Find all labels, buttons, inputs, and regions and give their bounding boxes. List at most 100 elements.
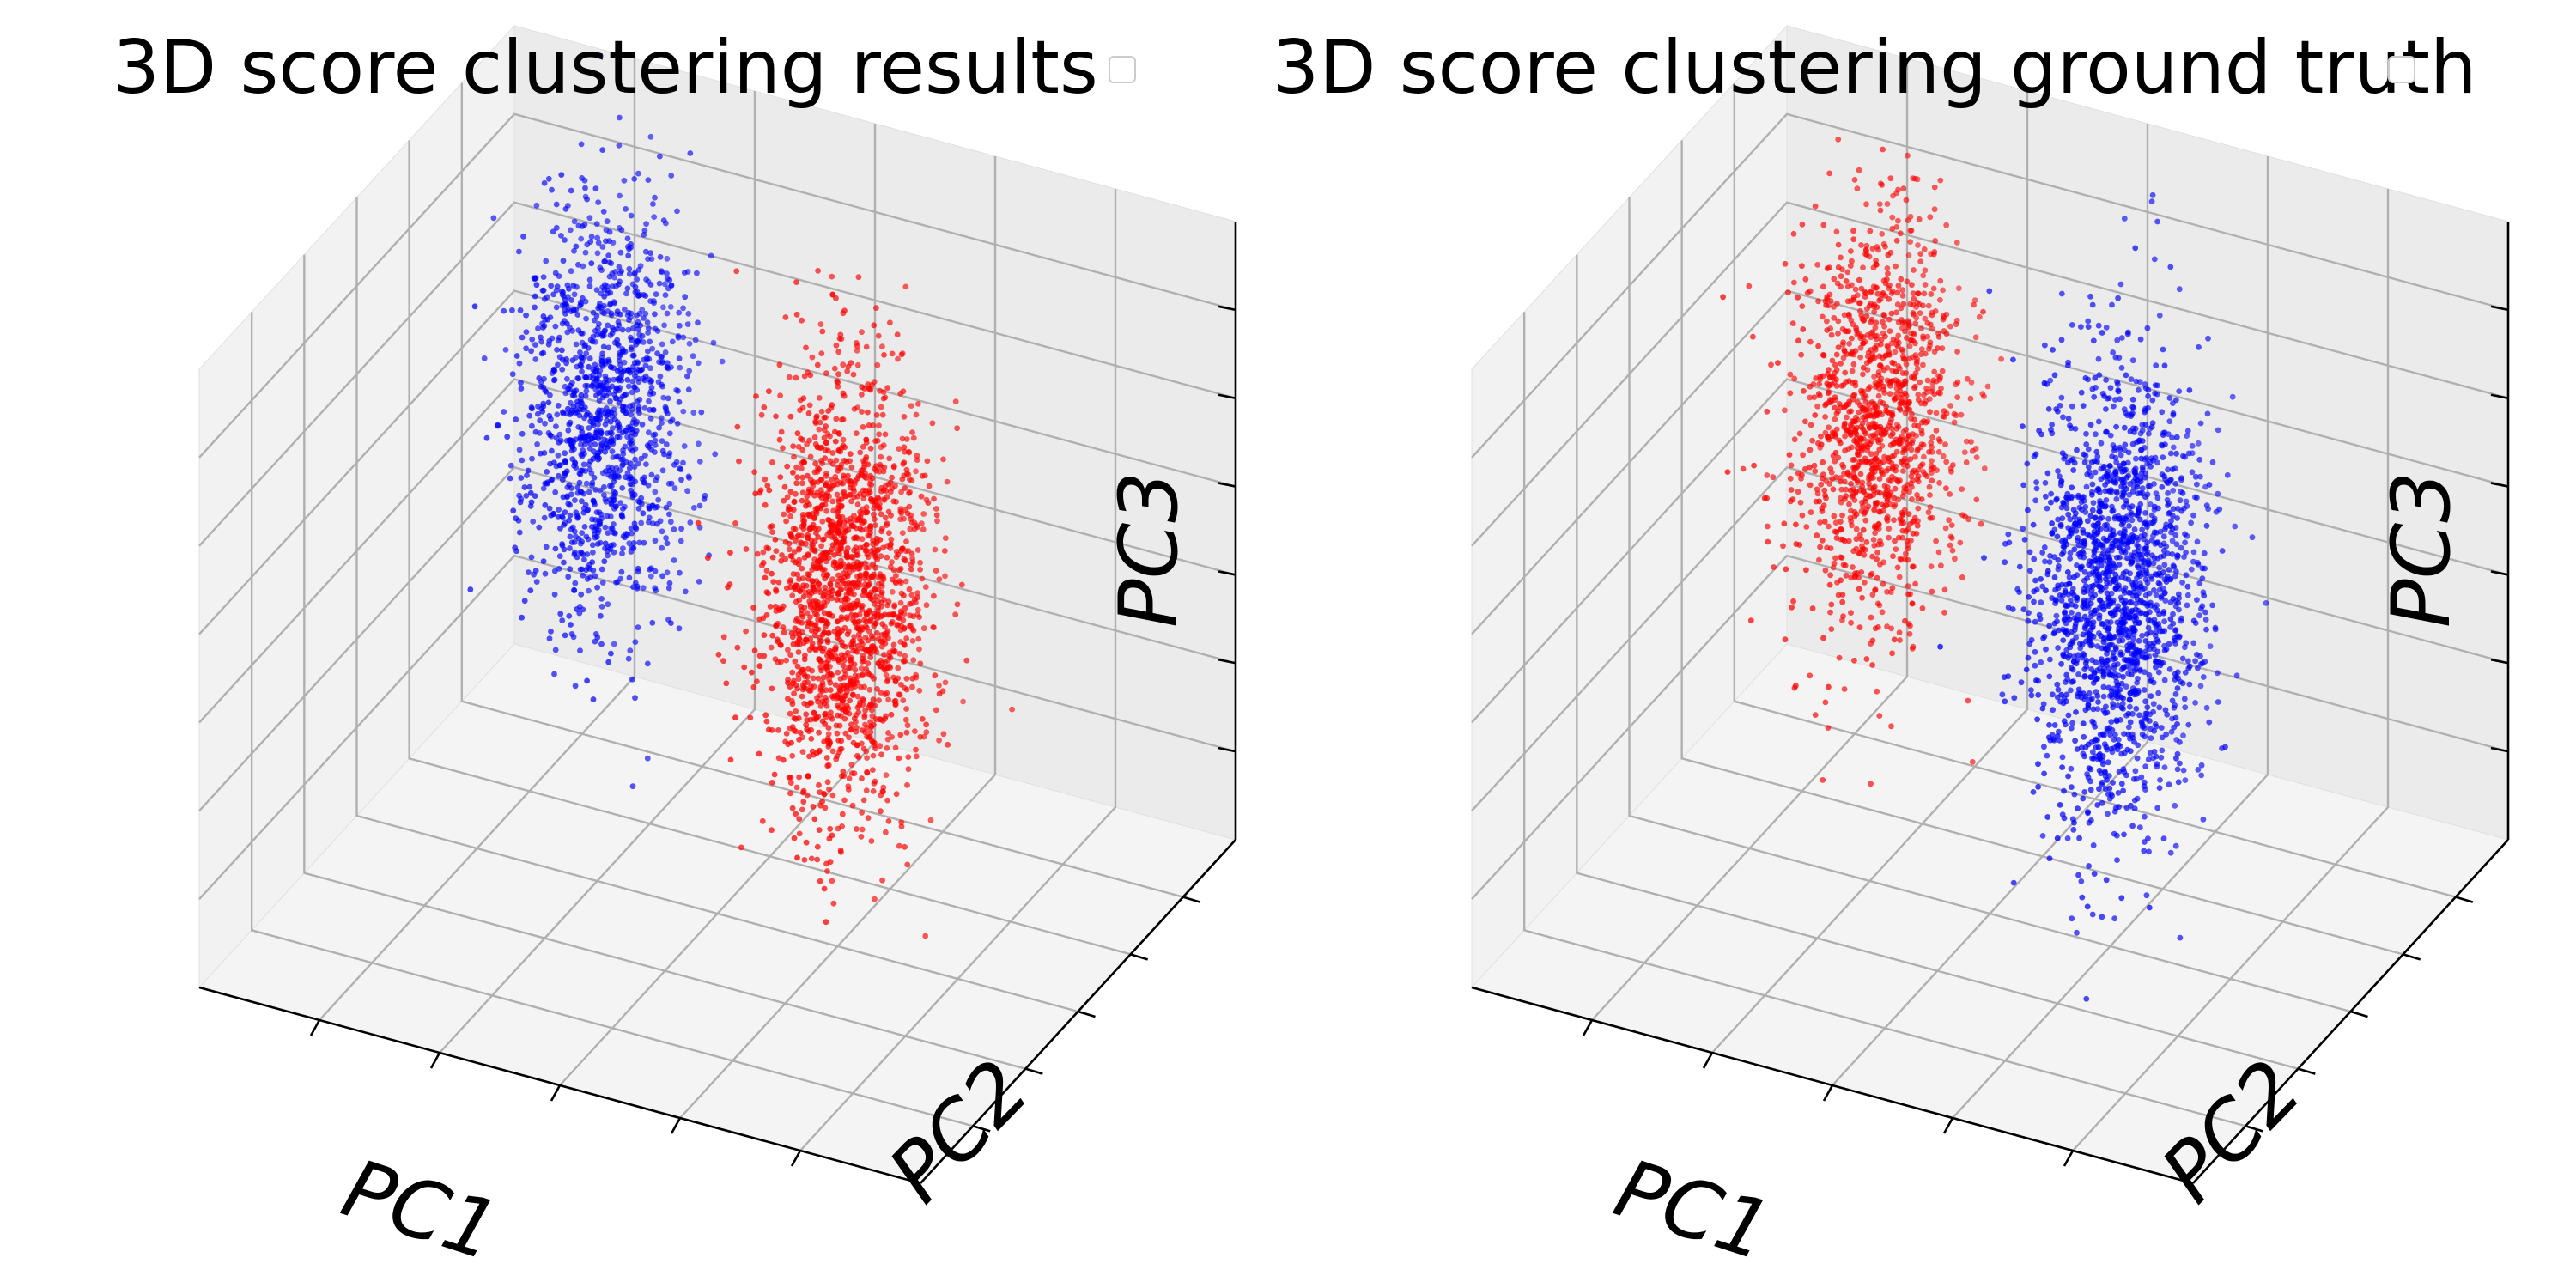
scatter-point — [1963, 438, 1970, 445]
scatter-point — [1887, 378, 1893, 385]
scatter-point — [632, 456, 638, 463]
scatter-point — [860, 424, 866, 430]
scatter-point — [2131, 526, 2138, 532]
gridline-z — [1471, 465, 2509, 812]
scatter-point — [572, 580, 579, 586]
scatter-point — [883, 772, 890, 778]
scatter-point — [1807, 447, 1814, 453]
scatter-point — [823, 558, 829, 565]
scatter-point — [881, 631, 888, 637]
scatter-point — [881, 352, 887, 358]
scatter-point — [596, 407, 603, 414]
scatter-point — [817, 492, 823, 499]
scatter-point — [604, 218, 611, 225]
scatter-point — [1972, 446, 1979, 452]
scatter-point — [762, 712, 769, 719]
scatter-point — [799, 474, 806, 481]
scatter-series-1 — [695, 268, 1015, 939]
scatter-point — [829, 542, 836, 549]
scatter-point — [635, 565, 641, 572]
scatter-point — [769, 529, 775, 535]
scatter-point — [941, 548, 948, 554]
scatter-point — [854, 643, 861, 649]
scatter-point — [812, 440, 819, 447]
scatter-point — [814, 361, 821, 368]
scatter-point — [882, 715, 889, 722]
scatter-point — [1935, 330, 1941, 337]
scatter-point — [581, 177, 588, 184]
scatter-point — [857, 449, 864, 456]
scatter-point — [627, 647, 634, 654]
scatter-point — [632, 524, 639, 531]
scatter-point — [813, 750, 820, 756]
scatter-point — [576, 479, 583, 486]
scatter-point — [544, 294, 550, 301]
scatter-point — [1826, 581, 1833, 588]
scatter-point — [854, 501, 861, 507]
scatter-point — [884, 385, 891, 391]
scatter-point — [1924, 319, 1931, 326]
scatter-point — [1927, 492, 1933, 498]
gridlines — [1471, 58, 2509, 1151]
scatter-point — [571, 247, 577, 254]
scatter-point — [2042, 480, 2049, 486]
scatter-point — [771, 771, 778, 778]
scatter-point — [1791, 279, 1797, 286]
scatter-point — [594, 375, 600, 382]
scatter-point — [854, 752, 860, 759]
scatter-point — [922, 584, 929, 590]
scatter-point — [527, 587, 534, 594]
scatter-point — [2175, 779, 2182, 786]
scatter-point — [1940, 287, 1947, 294]
scatter-point — [637, 263, 644, 270]
scatter-point — [808, 628, 815, 634]
scatter-point — [1856, 624, 1863, 630]
scatter-point — [608, 438, 615, 444]
scatter-point — [815, 698, 821, 705]
scatter-point — [843, 684, 850, 690]
scatter-point — [1798, 351, 1805, 358]
scatter-point — [1817, 519, 1823, 526]
scatter-point — [1895, 283, 1902, 289]
scatter-point — [635, 319, 641, 325]
scatter-point — [518, 475, 525, 481]
scatter-point — [898, 823, 905, 829]
scatter-point — [848, 498, 854, 505]
scatter-point — [1860, 340, 1867, 347]
scatter-point — [1967, 395, 1974, 402]
scatter-point — [601, 328, 608, 335]
scatter-point — [1823, 401, 1829, 407]
scatter-point — [635, 170, 641, 177]
scatter-point — [1872, 587, 1878, 593]
scatter-point — [555, 337, 562, 344]
scatter-point — [519, 614, 525, 621]
scatter-point — [826, 611, 833, 618]
scatter-point — [844, 649, 851, 656]
scatter-point — [2087, 422, 2094, 428]
scatter-point — [1872, 333, 1878, 340]
scatter-point — [854, 348, 860, 354]
scatter-point — [1887, 382, 1893, 389]
scatter-point — [1869, 329, 1876, 336]
scatter-point — [589, 480, 596, 486]
scatter-point — [811, 563, 817, 570]
scatter-point — [708, 252, 714, 259]
scatter-point — [889, 618, 896, 625]
scatter-point — [2224, 471, 2231, 478]
scatter-point — [1830, 486, 1837, 493]
scatter-point — [867, 654, 874, 660]
scatter-point — [871, 322, 878, 329]
scatter-point — [618, 568, 625, 575]
scatter-point — [598, 596, 605, 602]
scatter-point — [543, 544, 550, 550]
scatter-point — [1935, 549, 1942, 556]
scatter-point — [825, 762, 832, 769]
scatter-point — [895, 622, 901, 628]
scatter-point — [1927, 409, 1933, 416]
scatter-point — [599, 244, 606, 250]
scatter-point — [1857, 307, 1863, 314]
scatter-point — [605, 601, 611, 608]
scatter-point — [690, 505, 697, 511]
scatter-point — [664, 310, 671, 317]
scatter-point — [797, 397, 804, 404]
